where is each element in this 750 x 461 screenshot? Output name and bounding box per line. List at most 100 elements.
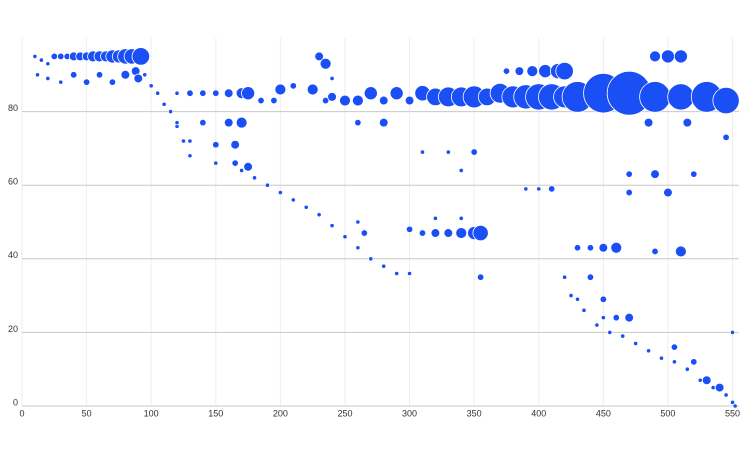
- bubble: [180, 138, 187, 144]
- bubble: [274, 83, 287, 96]
- bubble: [671, 359, 678, 365]
- bubble: [472, 224, 489, 242]
- bubble: [712, 86, 740, 115]
- bubble: [620, 333, 626, 339]
- bubble: [108, 78, 117, 86]
- bubble: [476, 273, 485, 281]
- x-tick-label: 300: [402, 408, 417, 418]
- bubble: [625, 170, 633, 178]
- bubble: [82, 78, 91, 86]
- bubble: [419, 149, 426, 155]
- bubble: [319, 57, 332, 70]
- bubble: [257, 96, 265, 105]
- bubble: [174, 90, 180, 96]
- bubble: [651, 247, 659, 256]
- bubble: [381, 263, 387, 269]
- bubble: [581, 307, 587, 313]
- bubble: [430, 228, 441, 238]
- bubble: [167, 109, 174, 115]
- x-tick-label: 0: [19, 408, 24, 418]
- bubble: [600, 315, 606, 321]
- bubble: [658, 355, 665, 361]
- bubble: [50, 52, 58, 61]
- bubble: [405, 225, 414, 234]
- bubble: [239, 167, 245, 174]
- bubble: [378, 117, 389, 128]
- x-tick-label: 150: [208, 408, 223, 418]
- y-tick-label: 40: [8, 250, 18, 260]
- x-tick-label: 350: [467, 408, 482, 418]
- bubble: [526, 65, 539, 78]
- bubble: [161, 101, 167, 107]
- bubble: [155, 90, 161, 96]
- bubble: [710, 384, 716, 391]
- bubble: [329, 75, 335, 82]
- bubble: [241, 86, 256, 101]
- bubble: [223, 117, 234, 128]
- x-tick-label: 100: [144, 408, 159, 418]
- bubble: [270, 96, 278, 105]
- bubble: [561, 274, 568, 280]
- bubble: [212, 89, 220, 97]
- bubble: [243, 162, 253, 172]
- bubble: [235, 116, 248, 129]
- bubble: [199, 118, 207, 127]
- bubble: [667, 83, 695, 111]
- bubble: [607, 329, 613, 335]
- bubble: [187, 138, 193, 144]
- bubble: [674, 245, 687, 258]
- bubble: [148, 83, 154, 89]
- bubble: [432, 215, 439, 221]
- bubble: [599, 295, 608, 303]
- bubble: [45, 61, 51, 67]
- bubble: [58, 79, 64, 85]
- bubble: [327, 92, 337, 102]
- bubble: [697, 377, 703, 383]
- bubble: [673, 49, 688, 64]
- bubble: [360, 229, 369, 237]
- x-tick-label: 400: [531, 408, 546, 418]
- y-tick-label: 60: [8, 177, 18, 187]
- bubble: [69, 71, 78, 79]
- bubble: [404, 95, 415, 106]
- bubble: [538, 64, 553, 79]
- bubble: [633, 340, 639, 347]
- bubble: [586, 244, 595, 252]
- bubble: [406, 270, 413, 277]
- bubble: [625, 188, 633, 197]
- bubble: [290, 197, 296, 203]
- bubble: [722, 133, 730, 142]
- bubble: [355, 219, 361, 225]
- bubble: [547, 185, 556, 193]
- bubble: [120, 70, 131, 80]
- bubble: [174, 120, 180, 126]
- bubble: [639, 81, 671, 113]
- bubble: [643, 117, 654, 128]
- bubble: [342, 234, 348, 240]
- bubble: [95, 71, 104, 79]
- bubble: [378, 95, 389, 106]
- bubble: [594, 322, 600, 328]
- bubble: [223, 88, 234, 98]
- bubble: [213, 160, 219, 166]
- bubble: [45, 75, 51, 82]
- x-tick-label: 550: [725, 408, 740, 418]
- bubble: [458, 167, 464, 174]
- bubble: [573, 244, 582, 252]
- bubble: [586, 273, 595, 281]
- bubble: [57, 52, 65, 61]
- bubble: [277, 189, 283, 196]
- bubble: [470, 148, 478, 156]
- bubble: [574, 296, 581, 302]
- bubble: [555, 61, 574, 81]
- bubble: [321, 96, 330, 105]
- bubble: [133, 73, 144, 84]
- bubble: [523, 186, 529, 192]
- bubble: [418, 229, 427, 237]
- bubble: [443, 228, 454, 238]
- y-tick-label: 20: [8, 324, 18, 334]
- bubble: [445, 149, 451, 155]
- bubble: [32, 53, 38, 60]
- x-tick-label: 250: [337, 408, 352, 418]
